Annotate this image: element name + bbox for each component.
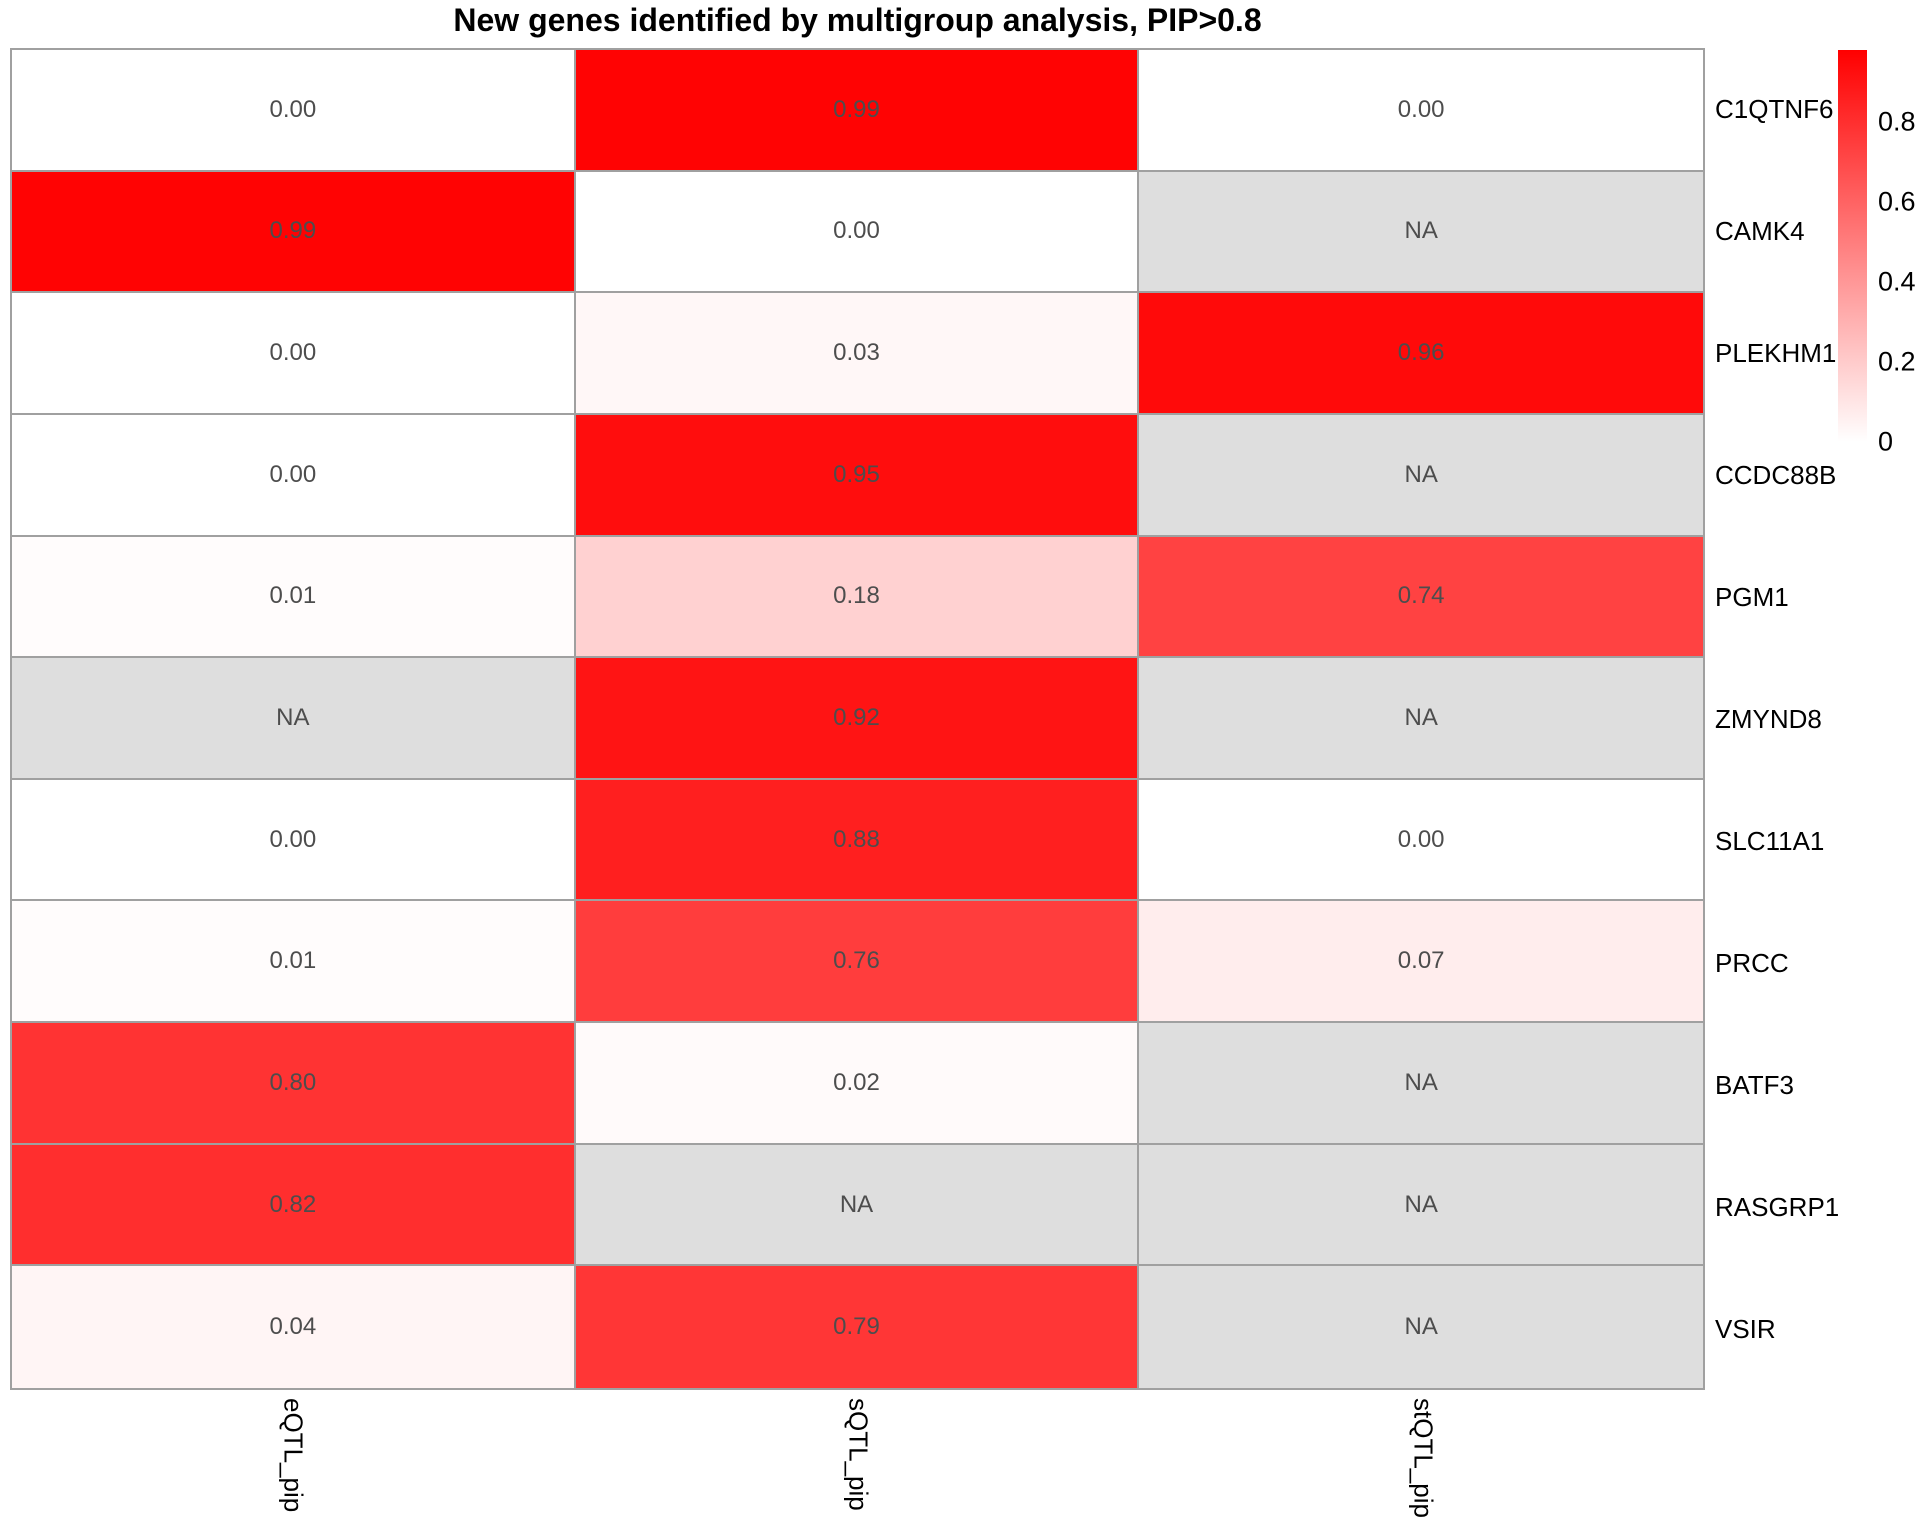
heatmap-cell: 0.95 (575, 414, 1140, 537)
heatmap-cell: 0.07 (1139, 901, 1703, 1024)
cell-value-label: 0.99 (833, 95, 880, 123)
heatmap-cell: NA (1139, 1266, 1703, 1388)
cell-value-label: 0.99 (269, 217, 317, 245)
legend-colorbar (1838, 50, 1867, 442)
heatmap-cell: 0.96 (1139, 293, 1703, 415)
cell-value-label: NA (1404, 217, 1438, 245)
heatmap-cell: 0.92 (575, 658, 1140, 780)
cell-value-label: 0.18 (833, 582, 880, 610)
heatmap-cell: 0.00 (1139, 50, 1703, 172)
x-axis-label: eQTL_pip (278, 1398, 309, 1513)
heatmap-cell: 0.00 (575, 171, 1140, 294)
cell-value-label: 0.80 (269, 1068, 317, 1096)
chart-title: New genes identified by multigroup analy… (453, 2, 1262, 38)
cell-value-label: 0.00 (1397, 825, 1445, 853)
heatmap-cell: NA (575, 1144, 1140, 1267)
heatmap-cell: 0.88 (575, 779, 1140, 902)
cell-value-label: 0.07 (1397, 947, 1445, 975)
cell-value-label: NA (276, 703, 310, 731)
legend-tick-label: 0.4 (1878, 266, 1916, 297)
cell-value-label: 0.00 (833, 217, 880, 245)
cell-value-label: 0.95 (833, 460, 880, 488)
y-axis-label: BATF3 (1715, 1069, 1794, 1100)
heatmap-cell: NA (12, 658, 576, 780)
cell-value-label: 0.00 (269, 825, 317, 853)
heatmap-cell: 0.00 (1139, 779, 1703, 902)
x-axis-label: stQTL_pip (1408, 1398, 1439, 1518)
heatmap-cell: NA (1139, 658, 1703, 780)
cell-value-label: 0.03 (833, 339, 880, 367)
cell-value-label: 0.00 (269, 460, 317, 488)
y-axis-label: CCDC88B (1715, 459, 1837, 490)
heatmap-cell: 0.74 (1139, 536, 1703, 659)
cell-value-label: NA (1404, 1190, 1438, 1218)
y-axis-label: PLEKHM1 (1715, 337, 1837, 368)
y-axis-label: RASGRP1 (1715, 1191, 1840, 1222)
heatmap-cell: 0.00 (12, 293, 576, 415)
heatmap-cell: NA (1139, 171, 1703, 294)
cell-value-label: 0.82 (269, 1190, 317, 1218)
heatmap-cell: 0.04 (12, 1266, 576, 1388)
legend-tick-label: 0.2 (1878, 346, 1916, 377)
legend-tick-label: 0.6 (1878, 186, 1916, 217)
heatmap-cell: NA (1139, 414, 1703, 537)
heatmap-cell: 0.80 (12, 1023, 576, 1145)
cell-value-label: NA (1404, 703, 1438, 731)
y-axis-label: VSIR (1715, 1313, 1776, 1344)
cell-value-label: 0.92 (833, 703, 880, 731)
heatmap-cell: 0.79 (575, 1266, 1140, 1388)
heatmap-cell: 0.02 (575, 1023, 1140, 1145)
cell-value-label: NA (1404, 1068, 1438, 1096)
legend-tick-label: 0.8 (1878, 106, 1916, 137)
y-axis-label: SLC11A1 (1715, 825, 1825, 856)
cell-value-label: NA (1404, 1313, 1438, 1341)
heatmap-cell: 0.00 (12, 779, 576, 902)
heatmap-grid: 0.00 0.99 0.00 0.99 0.00 NA 0.00 0.03 0.96 0.00 0.… (10, 48, 1705, 1390)
y-axis-label: PGM1 (1715, 581, 1789, 612)
x-axis-label: sQTL_pip (843, 1398, 874, 1511)
cell-value-label: NA (1404, 460, 1438, 488)
cell-value-label: NA (839, 1190, 874, 1218)
heatmap-cell: NA (1139, 1144, 1703, 1267)
heatmap-cell: 0.99 (575, 50, 1140, 172)
y-axis-label: CAMK4 (1715, 215, 1805, 246)
heatmap-cell: 0.76 (575, 901, 1140, 1024)
heatmap-cell: 0.99 (12, 171, 576, 294)
heatmap-cell: NA (1139, 1023, 1703, 1145)
heatmap-cell: 0.01 (12, 536, 576, 659)
cell-value-label: 0.00 (269, 95, 317, 123)
cell-value-label: 0.00 (1397, 95, 1445, 123)
y-axis-label: ZMYND8 (1715, 703, 1822, 734)
heatmap-cell: 0.01 (12, 901, 576, 1024)
y-axis-labels: C1QTNF6 CAMK4 PLEKHM1 CCDC88B PGM1 ZMYND8 SLC1… (1715, 48, 1865, 1390)
cell-value-label: 0.76 (833, 947, 880, 975)
cell-value-label: 0.04 (269, 1313, 317, 1341)
cell-value-label: 0.96 (1397, 339, 1445, 367)
cell-value-label: 0.00 (269, 339, 317, 367)
heatmap-cell: 0.82 (12, 1144, 576, 1267)
legend-tick-label: 0 (1878, 426, 1894, 457)
cell-value-label: 0.79 (833, 1313, 880, 1341)
cell-value-label: 0.88 (833, 825, 880, 853)
cell-value-label: 0.74 (1397, 582, 1445, 610)
cell-value-label: 0.01 (269, 947, 317, 975)
y-axis-label: C1QTNF6 (1715, 93, 1834, 124)
heatmap-cell: 0.18 (575, 536, 1140, 659)
heatmap-cell: 0.00 (12, 414, 576, 537)
cell-value-label: 0.01 (269, 582, 317, 610)
heatmap-cell: 0.00 (12, 50, 576, 172)
heatmap-cell: 0.03 (575, 293, 1140, 415)
cell-value-label: 0.02 (833, 1068, 880, 1096)
y-axis-label: PRCC (1715, 947, 1789, 978)
